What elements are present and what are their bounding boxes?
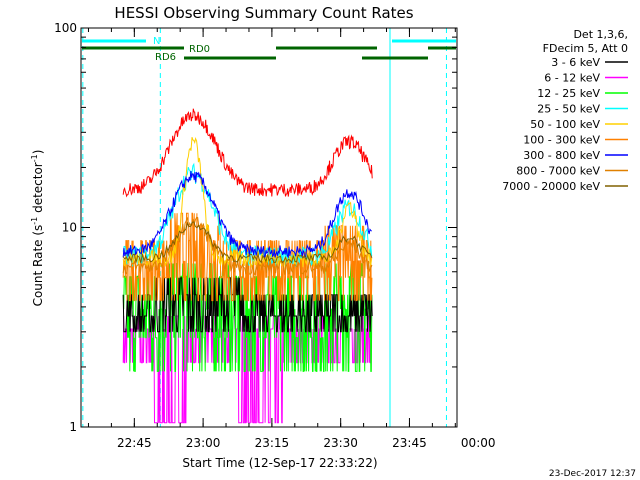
legend: 3 - 6 keV 6 - 12 keV 12 - 25 keV 25 - 50 ke… — [502, 56, 628, 193]
y-axis-label-sup2: -1 — [30, 154, 39, 162]
timestamp: 23-Dec-2017 12:37 — [549, 469, 636, 479]
legend-header-1: Det 1,3,6, — [573, 28, 628, 41]
series-line-4 — [122, 136, 373, 270]
legend-label: 6 - 12 keV — [544, 72, 600, 85]
series-line-3 — [122, 162, 373, 267]
legend-label: 25 - 50 keV — [537, 103, 600, 116]
y-tick-label: 1 — [69, 420, 77, 434]
x-tick-label: 00:00 — [461, 436, 496, 450]
series-line-0 — [122, 277, 373, 333]
y-tick-label: 10 — [62, 221, 77, 235]
series-line-5 — [122, 212, 373, 302]
x-tick-label: 23:00 — [186, 436, 221, 450]
rd0-flag-label: RD0 — [189, 44, 210, 55]
x-tick-label: 22:45 — [117, 436, 152, 450]
legend-label: 7000 - 20000 keV — [502, 180, 600, 193]
x-tick-label: 23:30 — [323, 436, 358, 450]
y-axis-label-mid: detector — [31, 162, 45, 217]
rd6-flag-label: RD6 — [155, 52, 176, 63]
y-axis-label-sup1: -1 — [30, 217, 39, 225]
legend-label: 12 - 25 keV — [537, 87, 600, 100]
y-axis-label-main: Count Rate (s — [31, 225, 45, 307]
series-line-2 — [122, 263, 373, 372]
x-axis-label: Start Time (12-Sep-17 22:33:22) — [182, 456, 377, 470]
y-axis-label: Count Rate (s-1 detector-1) — [30, 150, 45, 307]
legend-header-2: FDecim 5, Att 0 — [543, 42, 628, 55]
y-axis-label-end: ) — [31, 150, 45, 155]
legend-label: 100 - 300 keV — [523, 134, 600, 147]
legend-label: 300 - 800 keV — [523, 149, 600, 162]
x-axis-ticks: 22:45 23:00 23:15 23:30 23:45 00:00 — [87, 28, 496, 450]
chart-title: HESSI Observing Summary Count Rates — [114, 4, 413, 22]
legend-label: 50 - 100 keV — [530, 118, 600, 131]
x-tick-label: 23:15 — [255, 436, 290, 450]
series-line-8 — [122, 221, 373, 264]
x-tick-label: 23:45 — [392, 436, 427, 450]
legend-label: 3 - 6 keV — [551, 56, 600, 69]
legend-label: 800 - 7000 keV — [516, 165, 600, 178]
y-axis-ticks: 1 10 100 — [54, 21, 457, 434]
series-line-6 — [122, 171, 372, 259]
plot-area: N RD0 RD6 — [82, 28, 456, 427]
series-line-top — [122, 108, 373, 198]
night-flag-label: N — [153, 36, 160, 47]
series-line-7 — [122, 216, 373, 276]
y-tick-label: 100 — [54, 21, 77, 35]
